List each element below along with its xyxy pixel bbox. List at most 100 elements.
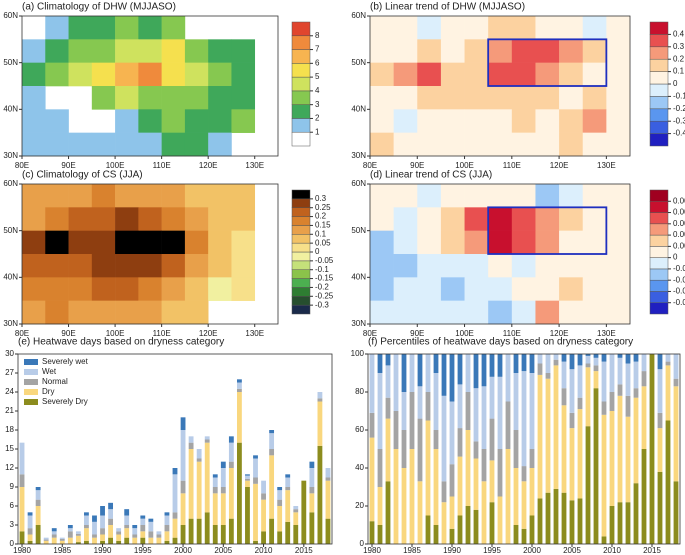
bar-segment <box>513 354 519 373</box>
bar-segment <box>140 525 146 532</box>
y-tick-label: 30N <box>351 151 366 160</box>
bar-segment <box>164 531 170 541</box>
bar-segment <box>108 509 114 519</box>
bar-segment <box>585 354 591 356</box>
grid-cell <box>582 254 607 278</box>
bar-segment <box>529 515 535 544</box>
grid-cell <box>440 300 465 325</box>
grid-cell <box>138 62 162 87</box>
colorbar-label: 4 <box>315 86 320 95</box>
grid-cell <box>68 62 93 87</box>
bar-segment <box>553 488 559 544</box>
bar-segment <box>228 442 234 462</box>
grid-cell <box>511 277 536 301</box>
bar-segment <box>625 416 631 503</box>
bar-segment <box>59 540 65 544</box>
x-tick-label: 2010 <box>603 546 621 555</box>
y-tick-label: 12 <box>5 463 14 472</box>
grid-cell <box>535 16 560 40</box>
bar-segment <box>277 499 283 506</box>
bar-segment <box>164 515 170 525</box>
grid-cell <box>184 184 209 208</box>
grid-cell <box>231 109 256 133</box>
bar-segment <box>100 528 105 535</box>
bar-segment <box>417 386 423 419</box>
colorbar-swatch <box>291 131 311 147</box>
grid-cell <box>535 62 560 87</box>
grid-cell <box>115 132 139 157</box>
bar-segment <box>253 540 258 544</box>
bar-segment <box>84 512 89 516</box>
x-tick-label: 120E <box>199 329 218 338</box>
grid-cell <box>535 109 560 133</box>
colorbar-label: -0.2 <box>315 283 329 292</box>
colorbar-swatch <box>291 242 311 253</box>
bar-segment <box>180 493 186 525</box>
y-tick-label: 24 <box>5 387 14 396</box>
x-tick-label: 1980 <box>13 546 31 555</box>
grid-cell <box>464 207 489 231</box>
grid-cell <box>45 184 69 208</box>
bar-segment <box>309 487 315 494</box>
region-box <box>487 206 608 255</box>
colorbar-swatch <box>649 21 669 35</box>
x-tick-label: 130E <box>245 329 264 338</box>
bar-segment <box>529 373 535 449</box>
bar-segment <box>521 371 527 467</box>
grid-cell <box>22 132 46 157</box>
bar-segment <box>75 535 81 543</box>
bar-segment <box>369 521 375 544</box>
bar-segment <box>489 418 495 461</box>
bar-segment <box>633 388 639 398</box>
bar-segment <box>75 533 81 536</box>
grid-cell <box>161 277 186 301</box>
bar-segment <box>67 537 73 544</box>
bar-segment <box>27 512 33 516</box>
grid-cell <box>138 16 162 40</box>
grid-cell <box>488 207 513 231</box>
bar-segment <box>425 392 431 421</box>
bar-segment <box>188 518 194 544</box>
grid-cell <box>488 184 513 208</box>
grid-cell <box>91 184 116 208</box>
grid-cell <box>68 277 93 301</box>
y-tick-label: 60N <box>351 179 366 188</box>
grid-cell <box>68 184 93 208</box>
grid-cell <box>582 39 607 63</box>
y-tick-label: 60N <box>3 11 18 20</box>
colorbar-label: 0 <box>673 253 678 262</box>
bar-segment <box>108 537 114 544</box>
bar-segment <box>633 483 639 544</box>
bar-segment <box>172 518 178 538</box>
bar-segment <box>625 354 631 364</box>
grid-cell <box>440 39 465 63</box>
x-tick-label: 100E <box>455 161 474 170</box>
grid-cell <box>22 277 46 301</box>
y-tick-label: 60N <box>3 179 18 188</box>
bar-segment <box>609 392 615 411</box>
grid-cell <box>370 16 394 40</box>
grid-cell <box>22 207 46 231</box>
grid-cell <box>488 277 513 301</box>
bar-segment <box>593 371 599 389</box>
colorbar-label: -0.3 <box>673 116 685 125</box>
grid-cell <box>184 230 209 255</box>
colorbar-label: -0.1 <box>315 265 329 274</box>
colorbar-swatch <box>291 269 311 279</box>
plot-frame <box>17 353 333 545</box>
bar-segment <box>172 474 178 513</box>
bar-segment <box>537 354 543 364</box>
colorbar-label: -0.25 <box>315 291 334 300</box>
bar-segment <box>204 442 210 513</box>
x-tick-label: 120E <box>199 161 218 170</box>
bar-segment <box>417 354 423 387</box>
bar-segment <box>577 409 583 499</box>
x-tick-label: 2005 <box>214 546 232 555</box>
bar-segment <box>433 449 439 525</box>
bar-segment <box>261 531 266 544</box>
bar-segment <box>505 449 511 544</box>
y-tick-label: 0 <box>360 539 365 548</box>
bar-segment <box>673 354 679 379</box>
bar-segment <box>673 481 679 544</box>
bar-segment <box>196 518 202 544</box>
